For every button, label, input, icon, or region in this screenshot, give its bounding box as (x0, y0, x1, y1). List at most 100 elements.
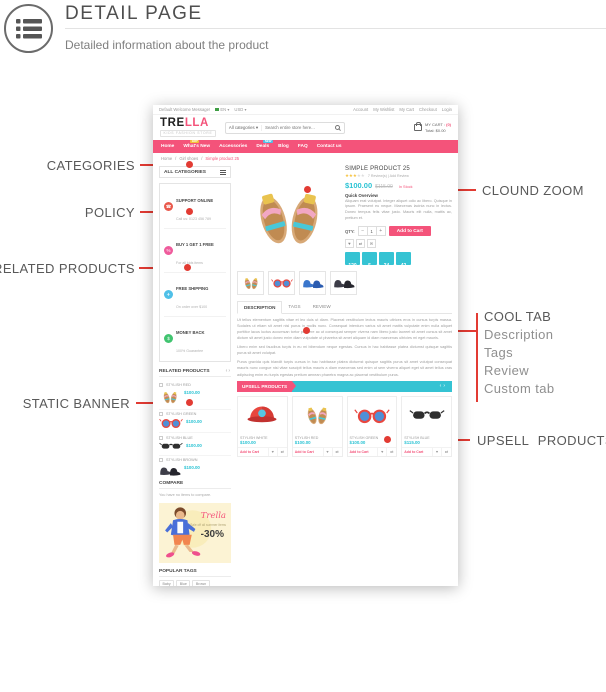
upsell-card[interactable]: STYLISH GREEN $100.00 Add to Cart ♥ ⇄ (346, 395, 398, 457)
upsell-add-to-cart[interactable]: Add to Cart (402, 447, 433, 456)
search-input[interactable] (262, 125, 335, 130)
thumbnail[interactable] (330, 271, 357, 295)
nav-item-home[interactable]: Home (161, 144, 175, 149)
thumbnail[interactable] (299, 271, 326, 295)
policy-buy1get1: % BUY 1 GET 1 FREE For all kids items (164, 229, 226, 273)
countdown-timer: 120 Days 5 Hrs 34 Mins 42 Secs (345, 252, 452, 286)
thumbnail[interactable] (268, 271, 295, 295)
cart-bag-icon (413, 122, 422, 131)
upsell-compare-icon[interactable]: ⇄ (390, 450, 394, 455)
qty-plus-button[interactable]: + (379, 228, 383, 235)
hamburger-icon (220, 169, 226, 175)
related-next-arrow[interactable]: › (228, 368, 231, 374)
nav-item-blog[interactable]: Blog (278, 144, 289, 149)
topbar-link-account[interactable]: Account (353, 107, 369, 112)
product-price: $100.00 (345, 180, 373, 190)
nav-item-accessories[interactable]: Accessories (219, 144, 248, 149)
compare-checkbox[interactable] (159, 435, 163, 440)
compare-button[interactable]: ⇄ (356, 239, 365, 249)
upsell-add-to-cart[interactable]: Add to Cart (238, 447, 269, 456)
related-products-block: RELATED PRODUCTS ‹› STYLISH RED $100.00 … (159, 368, 231, 481)
annotation-dot (186, 161, 193, 168)
nav-item-deals[interactable]: Deals NEW (256, 138, 273, 149)
popular-tags-title: POPULAR TAGS (159, 569, 197, 574)
detail-page-icon (4, 4, 53, 53)
nav-item-whats-new[interactable]: What's New HOT (183, 138, 211, 149)
upsell-compare-icon[interactable]: ⇄ (444, 450, 449, 455)
compare-title: COMPARE (159, 481, 184, 486)
annotation-upsell-products: UPSELL PRODUCTS (477, 433, 606, 448)
upsell-add-to-cart[interactable]: Add to Cart (293, 447, 324, 456)
nav-item-contact[interactable]: Contact us (316, 144, 342, 149)
tab-tags[interactable]: TAGS (288, 304, 301, 309)
list-icon (15, 18, 42, 38)
upsell-card[interactable]: STYLISH RED $100.00 Add to Cart ♥ ⇄ (291, 395, 343, 457)
compare-checkbox[interactable] (159, 382, 163, 387)
tab-content: Ut tellus elementum sagittis vitae et le… (237, 318, 452, 377)
tag[interactable]: Brown (192, 580, 210, 586)
qty-minus-button[interactable]: − (361, 228, 365, 235)
annotation-dot (303, 327, 310, 334)
related-prev-arrow[interactable]: ‹ (225, 368, 229, 374)
tab-review[interactable]: REVIEW (312, 304, 331, 309)
banner-brand: Trella (200, 511, 226, 521)
nav-item-faq[interactable]: FAQ (297, 144, 308, 149)
qty-value[interactable]: 1 (366, 227, 377, 236)
static-banner[interactable]: Trella Sale off all summer items -30% (159, 503, 231, 563)
product-image-zoom[interactable] (237, 166, 339, 266)
wishlist-button[interactable]: ♥ (345, 239, 354, 249)
stars-filled: ★★★ (345, 172, 357, 178)
reviews-link[interactable]: 7 Review(s) | Add Review (367, 173, 409, 178)
upsell-prev-arrow[interactable]: ‹ (439, 383, 444, 390)
upsell-compare-icon[interactable]: ⇄ (280, 450, 284, 455)
upsell-wishlist-icon[interactable]: ♥ (433, 447, 442, 456)
welcome-message: Default Welcome Message! (159, 107, 211, 112)
dollar-icon: $ (164, 334, 173, 343)
new-badge: NEW (263, 138, 273, 143)
product-image (243, 175, 333, 257)
related-item[interactable]: STYLISH RED $100.00 (159, 380, 231, 410)
topbar-link-login[interactable]: Login (441, 107, 452, 112)
upsell-card[interactable]: STYLISH WHITE $100.00 Add to Cart ♥ ⇄ (237, 395, 288, 457)
stars-empty: ★★ (356, 172, 365, 178)
breadcrumb-home[interactable]: Home (161, 156, 173, 161)
language-selector[interactable]: EN ▾ (215, 107, 229, 112)
plane-icon: ✈ (164, 290, 173, 299)
compare-checkbox[interactable] (159, 458, 163, 462)
annotation-cloud-zoom: CLOUND ZOOM (482, 183, 584, 198)
breadcrumb: Home / Girl shoes / Simple product 25 (161, 156, 240, 161)
annotation-dot (304, 186, 311, 193)
upsell-compare-icon[interactable]: ⇄ (335, 450, 339, 455)
add-to-cart-button[interactable]: Add to Cart (388, 226, 431, 237)
upsell-wishlist-icon[interactable]: ♥ (378, 447, 388, 456)
upsell-wishlist-icon[interactable]: ♥ (324, 447, 333, 456)
tag[interactable]: Blue (176, 580, 191, 586)
related-item[interactable]: STYLISH BROWN $100.00 (159, 456, 231, 482)
search-icon[interactable] (334, 125, 340, 130)
thumbnail[interactable] (237, 271, 264, 295)
policy-free-shipping: ✈ FREE SHIPPING On order over $100 (164, 273, 226, 317)
related-item[interactable]: STYLISH BLUE $100.00 (159, 433, 231, 456)
upsell-card[interactable]: STYLISH BLUE $115.00 Add to Cart ♥ ⇄ (401, 395, 452, 457)
upsell-wishlist-icon[interactable]: ♥ (269, 447, 278, 456)
topbar-link-wishlist[interactable]: My Wishlist (373, 107, 395, 112)
site-logo[interactable]: TRELLA KIDS FASHION STORE (160, 117, 216, 138)
popular-tags-block: POPULAR TAGS Baby Blue Brown Children Dr… (159, 569, 231, 586)
currency-selector[interactable]: USD ▾ (234, 107, 247, 112)
annotation-dot (186, 399, 193, 406)
related-item[interactable]: STYLISH GREEN $100.00 (159, 410, 231, 433)
tab-description[interactable]: DESCRIPTION (237, 301, 283, 314)
topbar-link-checkout[interactable]: Checkout (419, 107, 437, 112)
breadcrumb-category[interactable]: Girl shoes (179, 156, 199, 161)
email-button[interactable]: ✉ (367, 239, 376, 249)
all-categories-box[interactable]: ALL CATEGORIES (159, 166, 231, 178)
sidebar: ALL CATEGORIES ☎ SUPPORT ONLINE Call us: … (159, 166, 231, 586)
tag[interactable]: Baby (159, 580, 175, 586)
annotation-static-banner: STATIC BANNER (22, 396, 130, 411)
compare-checkbox[interactable] (159, 412, 163, 416)
mini-cart[interactable]: MY CART : (0) Total: $0.00 (413, 122, 451, 133)
search-category-select[interactable]: All categories ▾ (226, 124, 263, 131)
upsell-next-arrow[interactable]: › (443, 383, 447, 390)
topbar-link-cart[interactable]: My Cart (399, 107, 415, 112)
upsell-add-to-cart[interactable]: Add to Cart (348, 447, 379, 456)
